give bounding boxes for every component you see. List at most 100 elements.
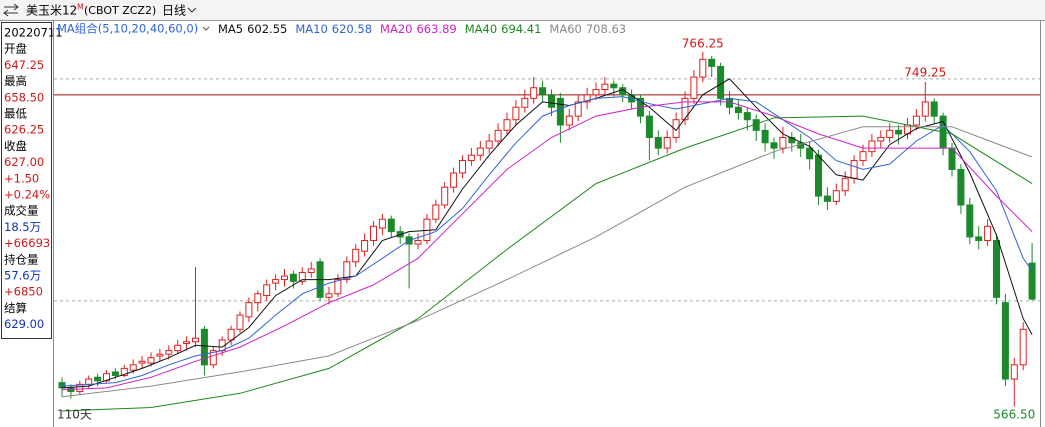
candle-body (103, 373, 110, 382)
candle-body (930, 101, 938, 117)
candle-body (1010, 364, 1018, 380)
info-item: 结算 (4, 301, 27, 315)
info-item: 57.6万 (4, 269, 41, 283)
candle-body (467, 154, 475, 162)
ma-legend-entry: MA60 708.63 (549, 22, 626, 36)
candle-body (129, 364, 137, 371)
candle-body (975, 236, 983, 241)
info-item: +0.24% (4, 188, 50, 202)
candle-body (174, 344, 182, 352)
candle-body (984, 225, 992, 241)
candle-body (200, 328, 208, 366)
candle-body (1001, 302, 1009, 380)
candle-body (601, 83, 609, 90)
candle-body (556, 97, 564, 126)
swap-icon[interactable] (3, 3, 19, 17)
candle-body (352, 248, 360, 263)
annotation: 110天 (57, 408, 92, 422)
ma-name: MA20 (380, 22, 412, 36)
candle-body (966, 204, 974, 238)
ma-line (61, 126, 1033, 398)
candle-body (263, 284, 271, 297)
candle-body (886, 129, 894, 138)
candle-body (823, 195, 831, 202)
candle-body (476, 147, 484, 156)
candle-body (307, 268, 315, 273)
candle-body (183, 341, 191, 345)
candle-body (298, 271, 306, 282)
title-bar (0, 0, 1045, 20)
period[interactable]: 日线 (162, 4, 186, 18)
candle-body (450, 172, 458, 188)
candle-body (111, 371, 119, 376)
candle-body (85, 378, 93, 385)
candle-body (165, 350, 173, 355)
candle-body (877, 136, 885, 142)
candle-body (565, 115, 573, 126)
annotation: 766.25 (682, 36, 724, 50)
ma-value: 663.89 (416, 22, 456, 36)
candle-body (236, 314, 244, 330)
candle-body (779, 136, 787, 149)
period-dropdown[interactable] (187, 7, 197, 13)
info-item: 持仓量 (4, 252, 39, 266)
candle-body (378, 218, 386, 229)
candle-body (459, 160, 466, 174)
candle-body (343, 261, 351, 281)
candle-body (503, 119, 511, 131)
candle-body (387, 218, 395, 233)
ma-line (61, 96, 1033, 387)
candle-body (699, 58, 707, 78)
plot: 766.25 749.25 566.50 110天 (54, 36, 1040, 422)
info-item: 20220711 (4, 26, 63, 40)
ma-value: 708.63 (586, 22, 626, 36)
candle-body (993, 239, 1000, 298)
candle-body (414, 239, 422, 245)
candle-body (227, 328, 235, 341)
candle-body (690, 76, 698, 99)
candle-body (192, 337, 199, 343)
candle-body (138, 360, 146, 364)
ma-group-dropdown[interactable] (202, 26, 210, 31)
ma-legend: MA组合(5,10,20,40,60,0) MA5 602.55 MA10 620.58… (57, 22, 626, 36)
annotation: 749.25 (904, 65, 946, 79)
candle-body (708, 58, 716, 67)
ma-name: MA5 (218, 22, 243, 36)
candle-body (272, 279, 280, 284)
candle-body (254, 293, 262, 304)
symbol[interactable]: 美玉米12 (26, 4, 77, 18)
candle-body (432, 204, 440, 220)
candle-body (494, 129, 502, 142)
candle-body (681, 97, 689, 121)
candle-body (539, 87, 547, 96)
info-item: +1.50 (4, 171, 39, 185)
candle-body (120, 367, 128, 376)
ma-line (61, 78, 1033, 389)
candle-body (832, 190, 840, 202)
candle-body (592, 89, 600, 96)
info-item: +66693 (4, 236, 50, 250)
candle-body (663, 136, 671, 149)
candle-body (788, 136, 796, 144)
candle-body (512, 106, 520, 121)
candle-body (361, 239, 369, 252)
candle-body (672, 119, 680, 138)
candle-body (289, 273, 297, 282)
candle-body (868, 140, 876, 153)
info-values: 20220711 开盘 647.25 最高 658.50 最低 626.25 收盘 627.00… (4, 26, 63, 332)
ma-name: MA10 (295, 22, 327, 36)
candle-body (654, 136, 662, 149)
candle-body (334, 279, 342, 295)
candle-body (325, 293, 333, 298)
candle-body (370, 225, 377, 241)
candle-body (850, 160, 858, 179)
candle-body (58, 382, 66, 389)
info-item: 最低 (4, 107, 27, 121)
candle-body (912, 115, 920, 126)
info-item: 626.25 (4, 123, 44, 137)
ma-value: 694.41 (501, 22, 541, 36)
candle-body (156, 353, 164, 357)
candle-body (734, 106, 742, 114)
info-item: 18.5万 (4, 220, 41, 234)
